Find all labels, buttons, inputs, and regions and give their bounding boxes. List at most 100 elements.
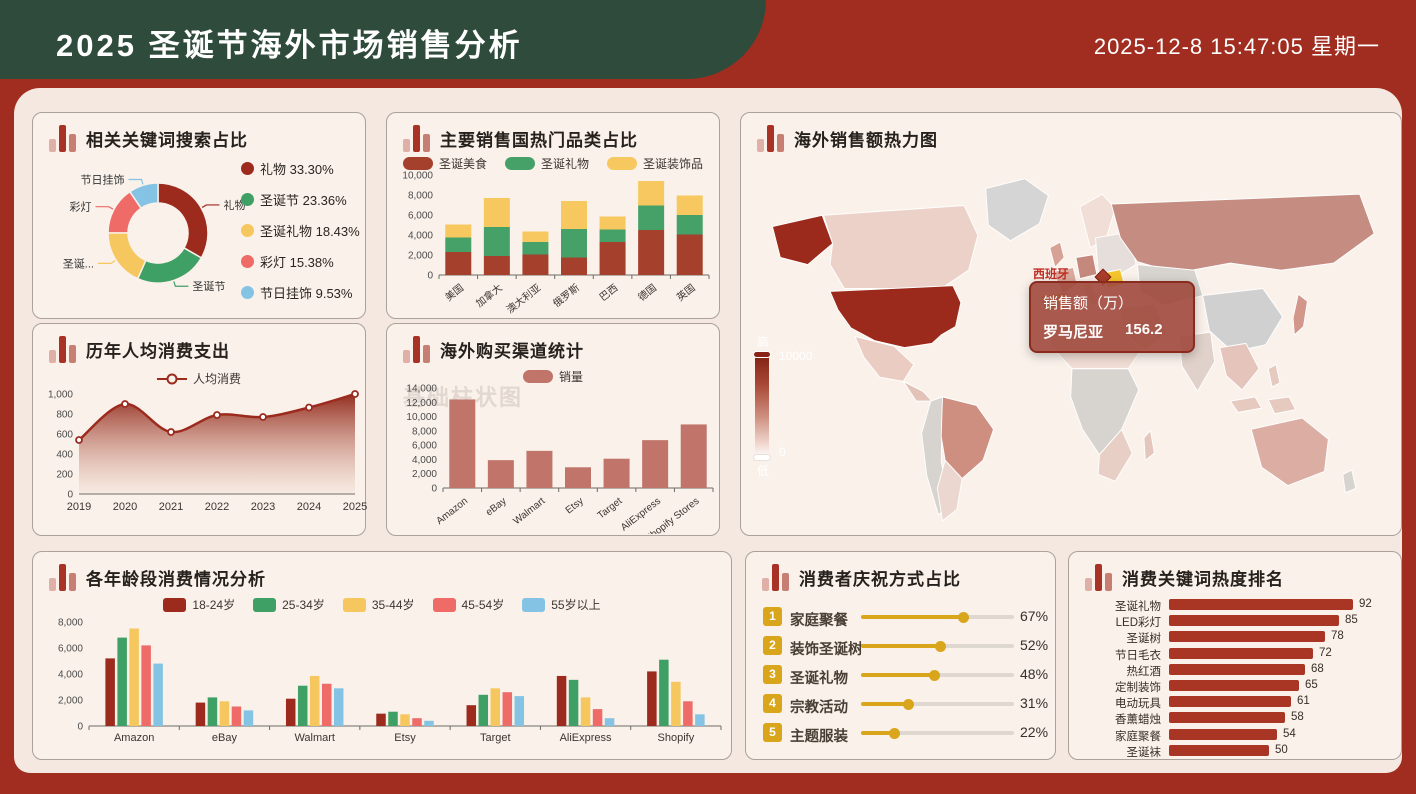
bar-俄罗斯-圣诞装饰品[interactable] xyxy=(561,201,587,229)
slider-handle[interactable] xyxy=(958,611,969,623)
keyword-row-家庭聚餐[interactable]: 家庭聚餐 54 xyxy=(1069,728,1401,743)
bar-Target-18-24岁[interactable] xyxy=(466,705,477,726)
legend-item-节日挂饰[interactable]: 节日挂饰 9.53% xyxy=(241,283,360,302)
keyword-row-节日毛衣[interactable]: 节日毛衣 72 xyxy=(1069,647,1401,662)
keyword-row-热红酒[interactable]: 热红酒 68 xyxy=(1069,663,1401,678)
map-region-madagascar[interactable] xyxy=(1143,430,1155,461)
bar-Amazon-35-44岁[interactable] xyxy=(129,628,139,727)
bar-Etsy-35-44岁[interactable] xyxy=(400,714,410,726)
bar-Amazon-55岁以上[interactable] xyxy=(153,663,163,726)
keyword-share-donut-chart[interactable]: 礼物 圣诞节 圣诞... 彩灯 节日挂饰 xyxy=(33,147,365,317)
celebration-row-宗教活动[interactable]: 4 宗教活动 31% xyxy=(746,693,1055,717)
bar-德国-圣诞装饰品[interactable] xyxy=(638,181,665,206)
slider-handle[interactable] xyxy=(902,698,914,710)
bar-Walmart-45-54岁[interactable] xyxy=(321,683,332,726)
visualmap-gradient-bar[interactable] xyxy=(753,351,771,461)
bar-澳大利亚-圣诞美食[interactable] xyxy=(522,254,549,276)
legend-item-彩灯[interactable]: 彩灯 15.38% xyxy=(241,252,360,271)
channels-svg[interactable]: 0 2,000 4,000 6,000 8,000 10,000 12,000 14,000 A… xyxy=(387,382,721,544)
channels-chart[interactable]: 0 2,000 4,000 6,000 8,000 10,000 12,000 14,000 A… xyxy=(387,382,721,544)
bar-AliExpress-45-54岁[interactable] xyxy=(592,709,603,726)
bar-Amazon-18-24岁[interactable] xyxy=(105,658,115,726)
map-region-scandinavia[interactable] xyxy=(1079,193,1116,249)
celebration-row-主题服装[interactable]: 5 主题服装 22% xyxy=(746,722,1055,746)
bar-Etsy-18-24岁[interactable] xyxy=(376,713,386,726)
bar-Etsy[interactable] xyxy=(565,467,591,488)
channels-legend[interactable]: 销量 xyxy=(387,368,719,385)
bar-巴西-圣诞装饰品[interactable] xyxy=(599,216,626,230)
map-region-brazil[interactable] xyxy=(940,396,994,480)
bar-Walmart-25-34岁[interactable] xyxy=(297,685,308,726)
bar-Target-35-44岁[interactable] xyxy=(490,688,501,726)
keyword-row-圣诞袜[interactable]: 圣诞袜 50 xyxy=(1069,744,1401,759)
legend-item-圣诞节[interactable]: 圣诞节 23.36% xyxy=(241,190,360,209)
data-point-2023[interactable] xyxy=(259,413,267,421)
bar-Shopify-45-54岁[interactable] xyxy=(683,701,693,726)
bar-德国-圣诞美食[interactable] xyxy=(638,230,665,275)
bar-eBay-18-24岁[interactable] xyxy=(195,702,206,726)
keyword-row-圣诞树[interactable]: 圣诞树 78 xyxy=(1069,630,1401,645)
bar-AliExpress-18-24岁[interactable] xyxy=(556,675,567,726)
bar-Target-25-34岁[interactable] xyxy=(478,694,489,726)
country-category-chart[interactable]: 0 2,000 4,000 6,000 8,000 10,000 美国 加拿大 澳大利亚 俄罗斯巴… xyxy=(387,171,719,319)
map-region-nz[interactable] xyxy=(1342,469,1357,494)
bar-eBay-45-54岁[interactable] xyxy=(231,706,242,727)
legend-item-25-34岁[interactable]: 25-34岁 xyxy=(253,596,325,613)
bar-巴西-圣诞美食[interactable] xyxy=(599,242,626,275)
bar-AliExpress-25-34岁[interactable] xyxy=(568,679,579,726)
line-svg[interactable]: 0 200 400 600 800 1,000 2019 2020 2021 2022 2023 20… xyxy=(33,388,367,534)
keyword-bar[interactable] xyxy=(1169,744,1269,756)
bar-AliExpress-35-44岁[interactable] xyxy=(580,697,591,726)
bar-英国-圣诞美食[interactable] xyxy=(676,234,703,276)
slider-track[interactable] xyxy=(861,727,1014,739)
slider-handle[interactable] xyxy=(928,669,940,681)
data-point-2025[interactable] xyxy=(351,390,359,398)
age-groups-legend[interactable]: 18-24岁 25-34岁 35-44岁 45-54岁 55岁以上 xyxy=(33,596,731,613)
legend-item-55岁以上[interactable]: 55岁以上 xyxy=(522,596,601,613)
bar-Walmart-35-44岁[interactable] xyxy=(309,675,320,726)
bar-俄罗斯-圣诞礼物[interactable] xyxy=(561,229,587,258)
slider-track[interactable] xyxy=(861,640,1014,652)
bar-美国-圣诞美食[interactable] xyxy=(445,252,472,275)
bar-Etsy-45-54岁[interactable] xyxy=(412,718,422,726)
map-region-alaska[interactable] xyxy=(772,214,834,266)
bar-澳大利亚-圣诞礼物[interactable] xyxy=(522,242,549,255)
legend-item-礼物[interactable]: 礼物 33.30% xyxy=(241,159,360,178)
bar-美国-圣诞装饰品[interactable] xyxy=(445,224,472,238)
donut-slice-节日挂饰[interactable] xyxy=(128,182,159,210)
map-region-argentina[interactable] xyxy=(936,459,963,522)
age-groups-chart[interactable]: 0 2,000 4,000 6,000 8,000 Amazon eBay Walmart Et… xyxy=(33,614,731,758)
legend-item-18-24岁[interactable]: 18-24岁 xyxy=(163,596,235,613)
map-region-uk[interactable] xyxy=(1049,241,1065,268)
bar-Walmart-55岁以上[interactable] xyxy=(333,688,344,726)
map-region-australia[interactable] xyxy=(1250,417,1329,487)
bar-AliExpress-55岁以上[interactable] xyxy=(604,718,615,726)
bar-eBay-25-34岁[interactable] xyxy=(207,697,218,726)
celebration-chart[interactable]: 1 家庭聚餐 67% 2 装饰圣诞树 52% 3 圣诞礼物 48% 4 宗教活动 31% 5 主题服装 22… xyxy=(746,552,1055,761)
keyword-rank-chart[interactable]: 圣诞礼物 92 LED彩灯 85 圣诞树 78 节日毛衣 72 热红酒 68 定制装饰 65 电动玩具 6… xyxy=(1069,552,1401,761)
bar-eBay[interactable] xyxy=(487,460,514,488)
keyword-bar[interactable] xyxy=(1169,680,1299,691)
keyword-bar[interactable] xyxy=(1169,663,1305,675)
donut-slice-礼物[interactable] xyxy=(157,182,209,259)
keyword-row-LED彩灯[interactable]: LED彩灯 85 xyxy=(1069,614,1401,629)
bar-澳大利亚-圣诞装饰品[interactable] xyxy=(522,231,549,243)
slider-handle[interactable] xyxy=(889,727,901,739)
map-region-africa_central[interactable] xyxy=(1070,368,1140,456)
slider-handle[interactable] xyxy=(935,640,947,652)
data-point-2021[interactable] xyxy=(167,428,175,436)
keyword-bar[interactable] xyxy=(1169,728,1277,740)
slider-track[interactable] xyxy=(861,669,1014,681)
bar-美国-圣诞礼物[interactable] xyxy=(445,237,472,253)
data-point-2020[interactable] xyxy=(121,400,129,408)
legend-item-圣诞装饰品[interactable]: 圣诞装饰品 xyxy=(607,155,703,172)
celebration-row-圣诞礼物[interactable]: 3 圣诞礼物 48% xyxy=(746,664,1055,688)
slider-track[interactable] xyxy=(861,611,1014,623)
stacked-svg[interactable]: 0 2,000 4,000 6,000 8,000 10,000 美国 加拿大 澳大利亚 俄罗斯巴… xyxy=(387,171,721,319)
keyword-bar[interactable] xyxy=(1169,712,1285,724)
bar-加拿大-圣诞装饰品[interactable] xyxy=(483,198,510,227)
bar-俄罗斯-圣诞美食[interactable] xyxy=(561,257,587,276)
bar-Amazon-45-54岁[interactable] xyxy=(141,645,151,726)
legend-item-圣诞礼物[interactable]: 圣诞礼物 xyxy=(504,155,589,172)
